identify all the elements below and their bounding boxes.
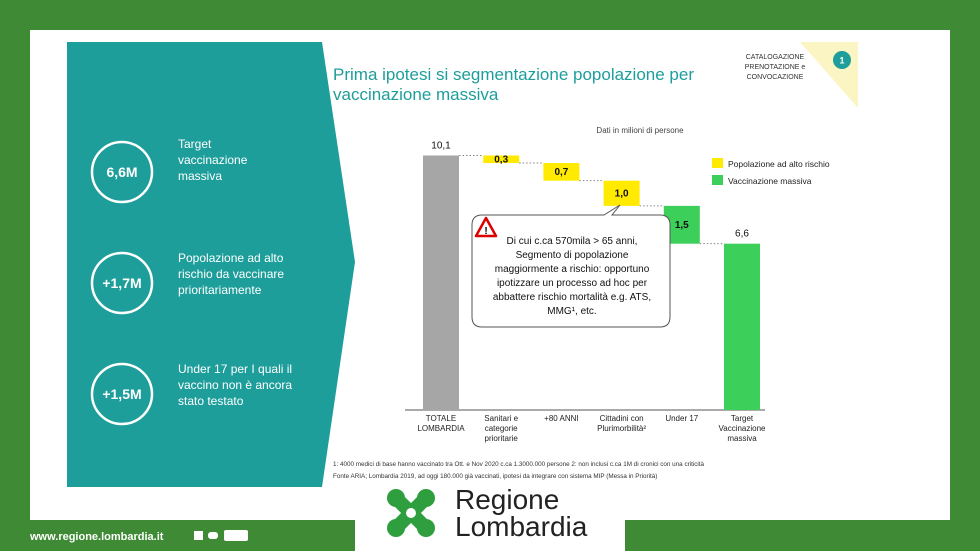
value-label: 6,6: [735, 229, 749, 240]
warning-mark: !: [484, 226, 487, 237]
annotation: maggiormente a rischio: opportuno: [495, 264, 650, 275]
step-number: 1: [839, 56, 844, 66]
sidebar-text: massiva: [178, 169, 222, 183]
x-tick-label: Target Vaccinazione massiva: [718, 414, 766, 443]
x-tick-label: Under 17: [665, 414, 699, 423]
sidebar-text: vaccino non è ancora: [178, 378, 292, 392]
value-label: 0,3: [494, 154, 508, 165]
logo-text: Lombardia: [455, 511, 588, 542]
annotation: Di cui c.ca 570mila > 65 anni,: [507, 236, 638, 247]
value-label: 10,1: [431, 140, 451, 151]
sidebar-text: Under 17 per I quali il: [178, 362, 292, 376]
chart: 6,6M Target vaccinazione massiva +1,7M Popola…: [90, 54, 830, 480]
badge-label: +1,7M: [102, 275, 141, 291]
footer-url: www.regione.lombardia.it: [29, 531, 164, 543]
chart-title: vaccinazione massiva: [333, 85, 499, 104]
badge-circle: [90, 251, 154, 315]
chart-subtitle: Dati in milioni di persone: [596, 126, 684, 135]
bar: [603, 180, 640, 206]
step-circle: [833, 51, 851, 69]
annotation: MMG¹, etc.: [547, 306, 596, 317]
annotation: abbattere rischio mortalità e.g. ATS,: [493, 292, 651, 303]
annotation: ipotizzare un processo ad hoc per: [497, 278, 648, 289]
corner-text: PRENOTAZIONE e: [745, 64, 806, 71]
footnote: Fonte ARIA; Lombardia 2019, ad oggi 180.…: [333, 473, 657, 480]
logo-icon: [387, 489, 435, 537]
bar: [483, 155, 520, 164]
annotation: Segmento di popolazione: [516, 250, 629, 261]
x-tick-label: Cittadini con Plurimorbilità²: [597, 414, 647, 433]
legend-label: Popolazione ad alto rischio: [728, 159, 830, 169]
corner-text: CONVOCAZIONE: [747, 74, 804, 81]
sidebar-text: prioritariamente: [178, 283, 262, 297]
legend-swatch: [712, 158, 723, 168]
badge-circle: [90, 362, 154, 426]
bar: [543, 163, 580, 181]
value-label: 1,5: [675, 220, 689, 231]
badge-label: 6,6M: [106, 164, 137, 180]
value-label: 0,7: [554, 167, 568, 178]
sidebar-text: stato testato: [178, 394, 244, 408]
badge-label: +1,5M: [102, 386, 141, 402]
legend-swatch: [712, 175, 723, 185]
legend-label: Vaccinazione massiva: [728, 176, 812, 186]
x-tick-label: +80 ANNI: [544, 414, 579, 423]
callout: [471, 204, 671, 328]
social-icons: [194, 530, 248, 541]
value-label: 1,0: [615, 188, 629, 199]
sidebar-text: Popolazione ad alto: [178, 251, 284, 265]
corner-text: CATALOGAZIONE: [746, 54, 805, 61]
chart-title: Prima ipotesi si segmentazione popolazio…: [333, 65, 694, 84]
badge-circle: [90, 140, 154, 204]
logo-text: Regione: [455, 484, 559, 515]
footnote: 1: 4000 medici di base hanno vaccinato t…: [333, 461, 705, 468]
bar: [423, 155, 459, 410]
sidebar-text: rischio da vaccinare: [178, 267, 284, 281]
sidebar-text: Target: [178, 137, 212, 151]
bar: [724, 243, 760, 410]
sidebar-panel: [67, 42, 355, 487]
sidebar-text: vaccinazione: [178, 153, 248, 167]
x-tick-label: TOTALE LOMBARDIA: [417, 414, 465, 433]
x-tick-label: Sanitari e categorie prioritarie: [484, 414, 519, 443]
warning-icon: [474, 216, 498, 238]
